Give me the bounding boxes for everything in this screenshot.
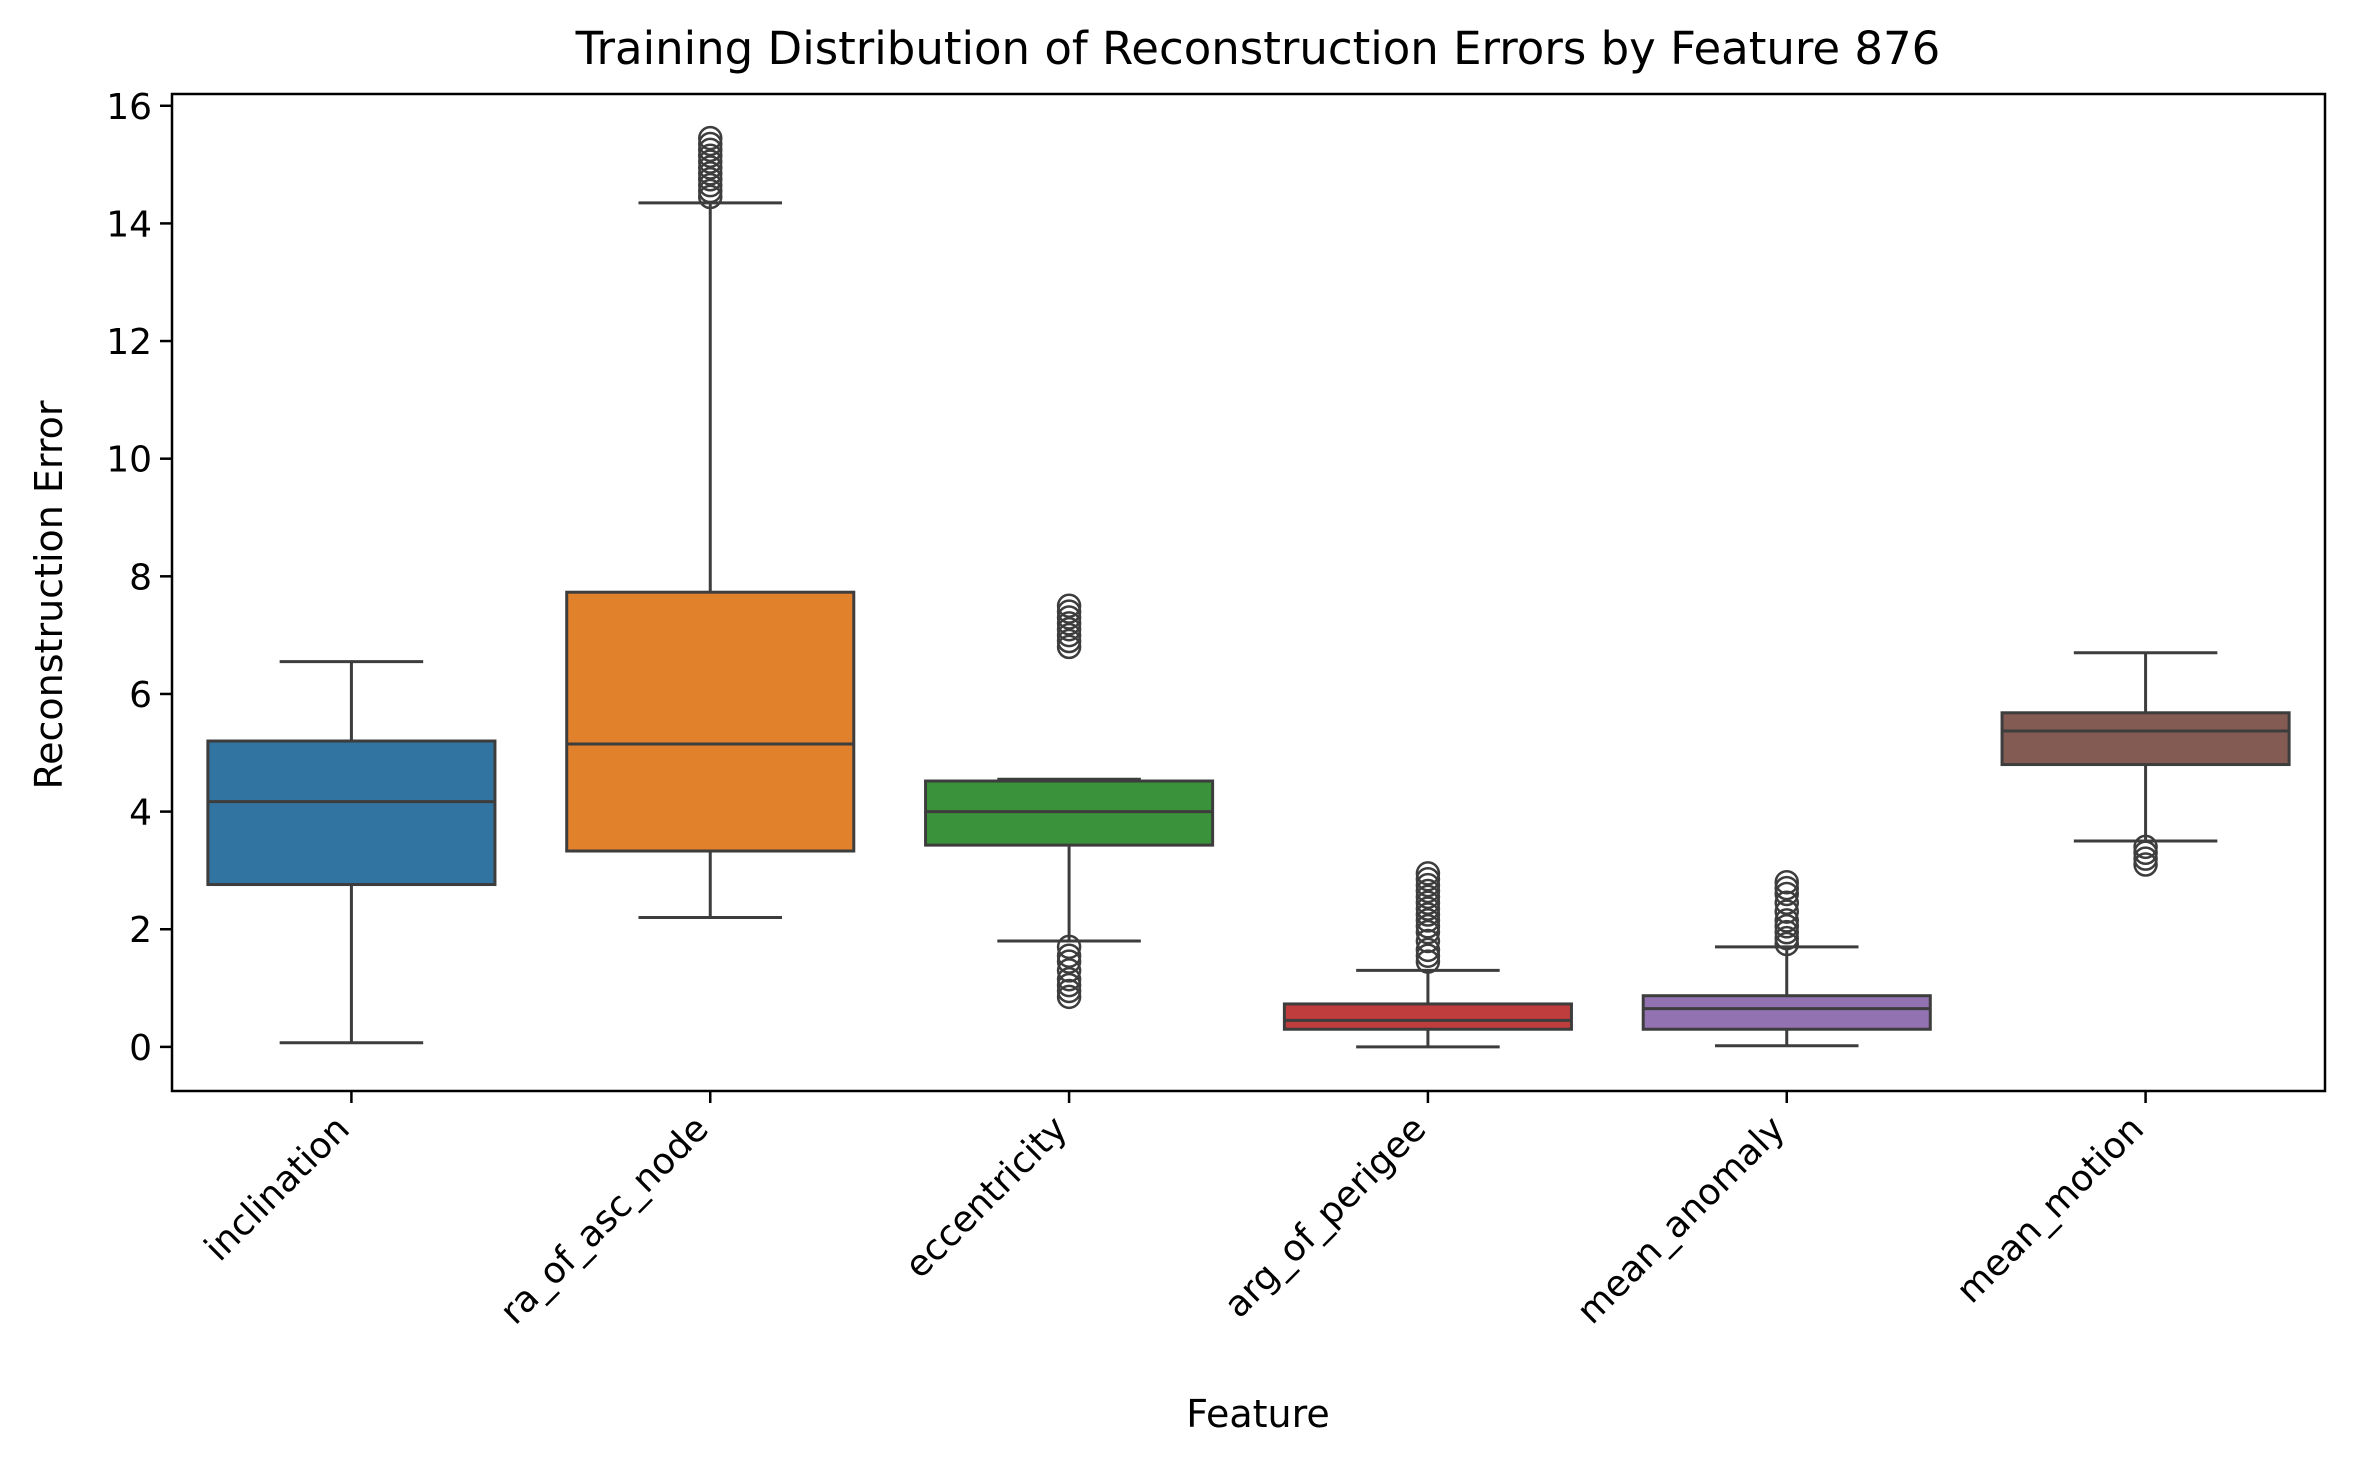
box-ra_of_asc_node: [565, 590, 856, 853]
outlier-point: [1415, 861, 1441, 886]
box-inclination: [206, 739, 497, 887]
y-tick-label: 6: [129, 675, 152, 716]
outlier-point: [1415, 878, 1441, 904]
y-tick-label: 10: [106, 440, 152, 481]
outlier-point: [1774, 919, 1799, 945]
x-tick-label: arg_of_perigee: [1217, 1108, 1435, 1326]
outlier-point: [1056, 972, 1082, 998]
outlier-point: [1056, 605, 1082, 630]
x-tick-label: inclination: [197, 1108, 358, 1269]
outlier-point: [698, 167, 723, 192]
outlier-point: [1056, 958, 1082, 983]
plot-area: 0 2 4 6 8 10 12 14 16 inclination ra_of_asc_node ec…: [106, 87, 2291, 1333]
outlier-point: [1415, 890, 1441, 916]
y-tick-label: 14: [106, 204, 152, 245]
y-tick-label: 2: [129, 910, 152, 951]
outlier-point: [698, 172, 723, 198]
outlier-point: [2133, 834, 2158, 860]
outlier-point: [1415, 943, 1441, 968]
outlier-point: [2133, 852, 2158, 877]
outlier-point: [698, 184, 723, 210]
chart-title: Training Distribution of Reconstruction …: [575, 22, 1941, 75]
outlier-point: [1056, 617, 1082, 642]
outlier-point: [1774, 881, 1799, 907]
y-axis-label: Reconstruction Error: [27, 400, 71, 789]
y-tick-label: 8: [129, 557, 152, 598]
box-mean_anomaly: [1641, 994, 1932, 1031]
outlier-point: [698, 137, 723, 163]
outlier-point: [1056, 934, 1082, 960]
outlier-point: [1415, 866, 1441, 892]
outlier-point: [698, 161, 723, 186]
y-tick-label: 12: [106, 322, 152, 363]
outlier-point: [698, 155, 723, 180]
outlier-point: [1056, 634, 1082, 660]
outlier-point: [1415, 902, 1441, 927]
box-mean_motion: [2000, 711, 2291, 767]
outlier-point: [1056, 949, 1082, 974]
y-tick-label: 4: [129, 793, 152, 834]
outlier-point: [1774, 875, 1799, 901]
outlier-point: [1056, 943, 1082, 968]
outlier-point: [1415, 872, 1441, 898]
y-tick-label: 16: [106, 87, 152, 128]
outlier-point: [1774, 908, 1799, 933]
outlier-point: [1056, 984, 1082, 1010]
outlier-point: [1774, 869, 1799, 895]
outlier-point: [1056, 599, 1082, 624]
x-tick-label: mean_motion: [1949, 1108, 2152, 1311]
outlier-point: [1415, 928, 1441, 954]
outlier-point: [1774, 925, 1799, 951]
outlier-point: [1056, 611, 1082, 636]
outlier-point: [2133, 846, 2158, 871]
outlier-point: [1774, 914, 1799, 939]
x-tick-label: eccentricity: [897, 1108, 1075, 1286]
outlier-point: [1056, 628, 1082, 654]
outlier-point: [698, 131, 723, 157]
outlier-point: [1056, 966, 1082, 992]
outlier-point: [1415, 949, 1441, 974]
x-axis-label: Feature: [1186, 1392, 1330, 1436]
outlier-point: [698, 143, 723, 169]
outlier-point: [1415, 919, 1441, 945]
outlier-point: [1415, 896, 1441, 921]
outlier-point: [2133, 840, 2158, 866]
outlier-point: [1056, 593, 1082, 618]
outlier-point: [698, 125, 723, 151]
outlier-point: [1415, 884, 1441, 910]
outlier-point: [698, 178, 723, 204]
outlier-point: [1415, 914, 1441, 939]
outlier-point: [1056, 978, 1082, 1004]
box-arg_of_perigee: [1282, 1002, 1573, 1031]
x-tick-label: ra_of_asc_node: [492, 1108, 716, 1332]
plot-frame: [170, 92, 2327, 1093]
outlier-point: [1056, 622, 1082, 648]
outlier-point: [1774, 890, 1799, 916]
outlier-point: [698, 149, 723, 174]
outlier-point: [1774, 931, 1799, 957]
x-tick-label: mean_anomaly: [1569, 1108, 1793, 1332]
outlier-point: [1415, 908, 1441, 933]
outlier-point: [1774, 899, 1799, 924]
y-tick-label: 0: [129, 1028, 152, 1069]
outlier-point: [1415, 937, 1441, 963]
